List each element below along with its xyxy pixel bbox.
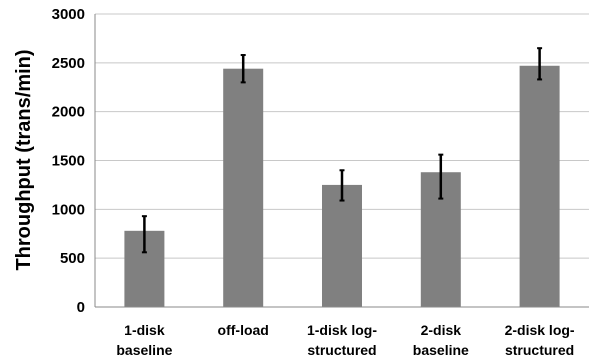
error-bar	[339, 169, 345, 202]
y-tick-label: 0	[77, 299, 85, 316]
y-tick-labels: 0 500 1000 1500 2000 2500 3000	[52, 6, 85, 316]
error-bar	[537, 47, 543, 81]
bar	[322, 184, 362, 307]
x-category-label: structured	[307, 342, 376, 358]
error-bar	[141, 215, 147, 254]
x-category-label: structured	[505, 342, 574, 358]
x-category-label: off-load	[218, 322, 269, 338]
y-tick-label: 1500	[52, 153, 85, 170]
x-category-label: baseline	[116, 342, 172, 358]
x-category-label: baseline	[413, 342, 469, 358]
y-tick-label: 3000	[52, 6, 85, 23]
error-bars	[141, 47, 543, 254]
gridlines	[95, 13, 589, 259]
y-tick-label: 1000	[52, 201, 85, 218]
x-category-labels: 1-disk baseline off-load 1-disk log-structu…	[116, 322, 575, 358]
y-tick-label: 2500	[52, 55, 85, 72]
x-category-label: 1-disk	[124, 322, 165, 338]
y-tick-label: 500	[60, 250, 85, 267]
x-category-label: 1-disk log-	[307, 322, 377, 338]
bar	[223, 68, 264, 308]
bar	[519, 65, 560, 307]
error-bar	[240, 54, 246, 84]
y-axis-title: Throughput (trans/min)	[13, 49, 35, 270]
x-category-label: 2-disk	[421, 322, 462, 338]
bars	[124, 65, 560, 308]
error-bar	[438, 153, 444, 200]
axes	[94, 14, 589, 308]
y-tick-label: 2000	[52, 104, 85, 121]
x-category-label: 2-disk log-	[505, 322, 575, 338]
